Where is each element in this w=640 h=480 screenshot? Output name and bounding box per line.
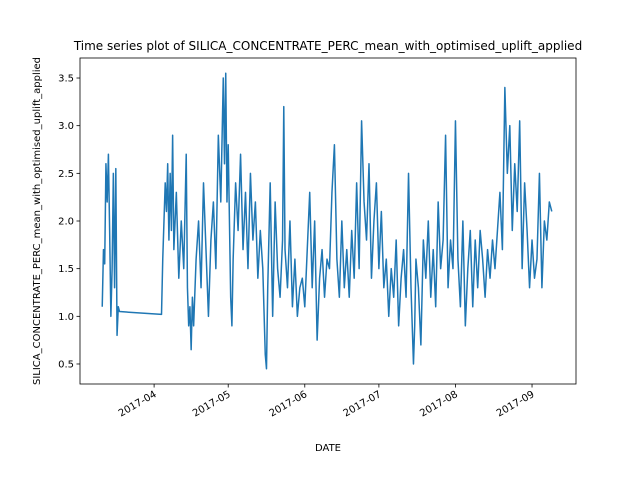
x-tick-label: 2017-06 [268,389,310,419]
y-tick-label: 0.5 [58,359,74,370]
y-axis-label: SILICA_CONCENTRATE_PERC_mean_with_optimi… [32,57,43,385]
plot-frame [79,57,577,385]
y-tick-label: 3.5 [58,74,74,85]
x-tick-label: 2017-04 [117,389,159,419]
y-tick-label: 1.0 [58,312,74,323]
x-tick-label: 2017-08 [418,389,460,419]
y-tick-label: 1.5 [58,264,74,275]
x-tick-label: 2017-07 [342,389,384,419]
x-axis-label: DATE [315,443,341,454]
y-tick-label: 2.0 [58,217,74,228]
x-tick-label: 2017-05 [191,389,233,419]
data-line [101,72,553,370]
x-tick-label: 2017-09 [495,389,537,419]
y-tick-label: 2.5 [58,169,74,180]
chart-title: Time series plot of SILICA_CONCENTRATE_P… [73,39,582,53]
y-tick-label: 3.0 [58,121,74,132]
